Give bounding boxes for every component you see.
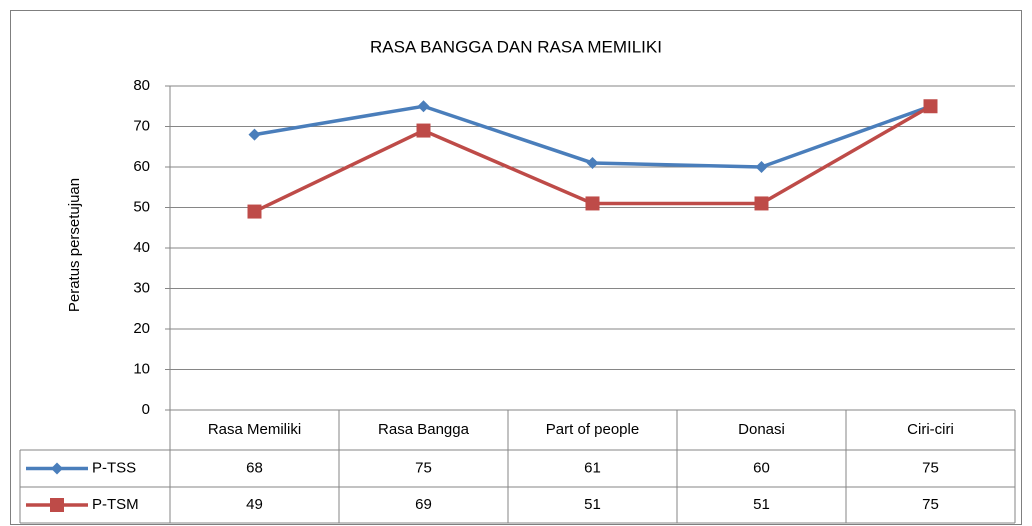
legend-marker [51,462,63,475]
marker [585,196,600,211]
table-value: 69 [415,496,432,513]
marker [248,128,261,141]
legend-label: P-TSS [92,459,136,476]
x-tick-label: Rasa Bangga [378,421,470,438]
table-value: 75 [415,459,432,476]
x-tick-label: Donasi [738,421,785,438]
legend-label: P-TSM [92,496,139,513]
marker [923,99,938,114]
marker [755,161,768,173]
marker [586,156,599,169]
y-tick-label: 50 [133,198,150,215]
table-value: 51 [584,496,601,513]
table-value: 75 [922,459,939,476]
table-value: 51 [753,496,770,513]
y-tick-label: 10 [133,360,150,377]
y-tick-label: 40 [133,239,150,256]
y-tick-label: 30 [133,279,150,296]
marker [247,204,262,219]
y-tick-label: 70 [133,117,150,134]
table-value: 60 [753,459,770,476]
x-tick-label: Part of people [546,421,639,438]
table-value: 61 [584,459,601,476]
marker [754,196,769,211]
y-tick-label: 60 [133,158,150,175]
x-tick-label: Ciri-ciri [907,421,954,438]
table-value: 68 [246,459,263,476]
x-tick-label: Rasa Memiliki [208,421,301,438]
y-axis-label: Peratus persetujuan [66,178,83,312]
y-tick-label: 0 [142,401,150,418]
chart-border [10,10,1022,525]
legend-marker [50,498,64,512]
table-value: 75 [922,496,939,513]
marker [417,100,430,113]
marker [416,123,431,138]
y-tick-label: 80 [133,77,150,94]
y-tick-label: 20 [133,320,150,337]
table-value: 49 [246,496,263,513]
chart-title: RASA BANGGA DAN RASA MEMILIKI [370,37,662,56]
